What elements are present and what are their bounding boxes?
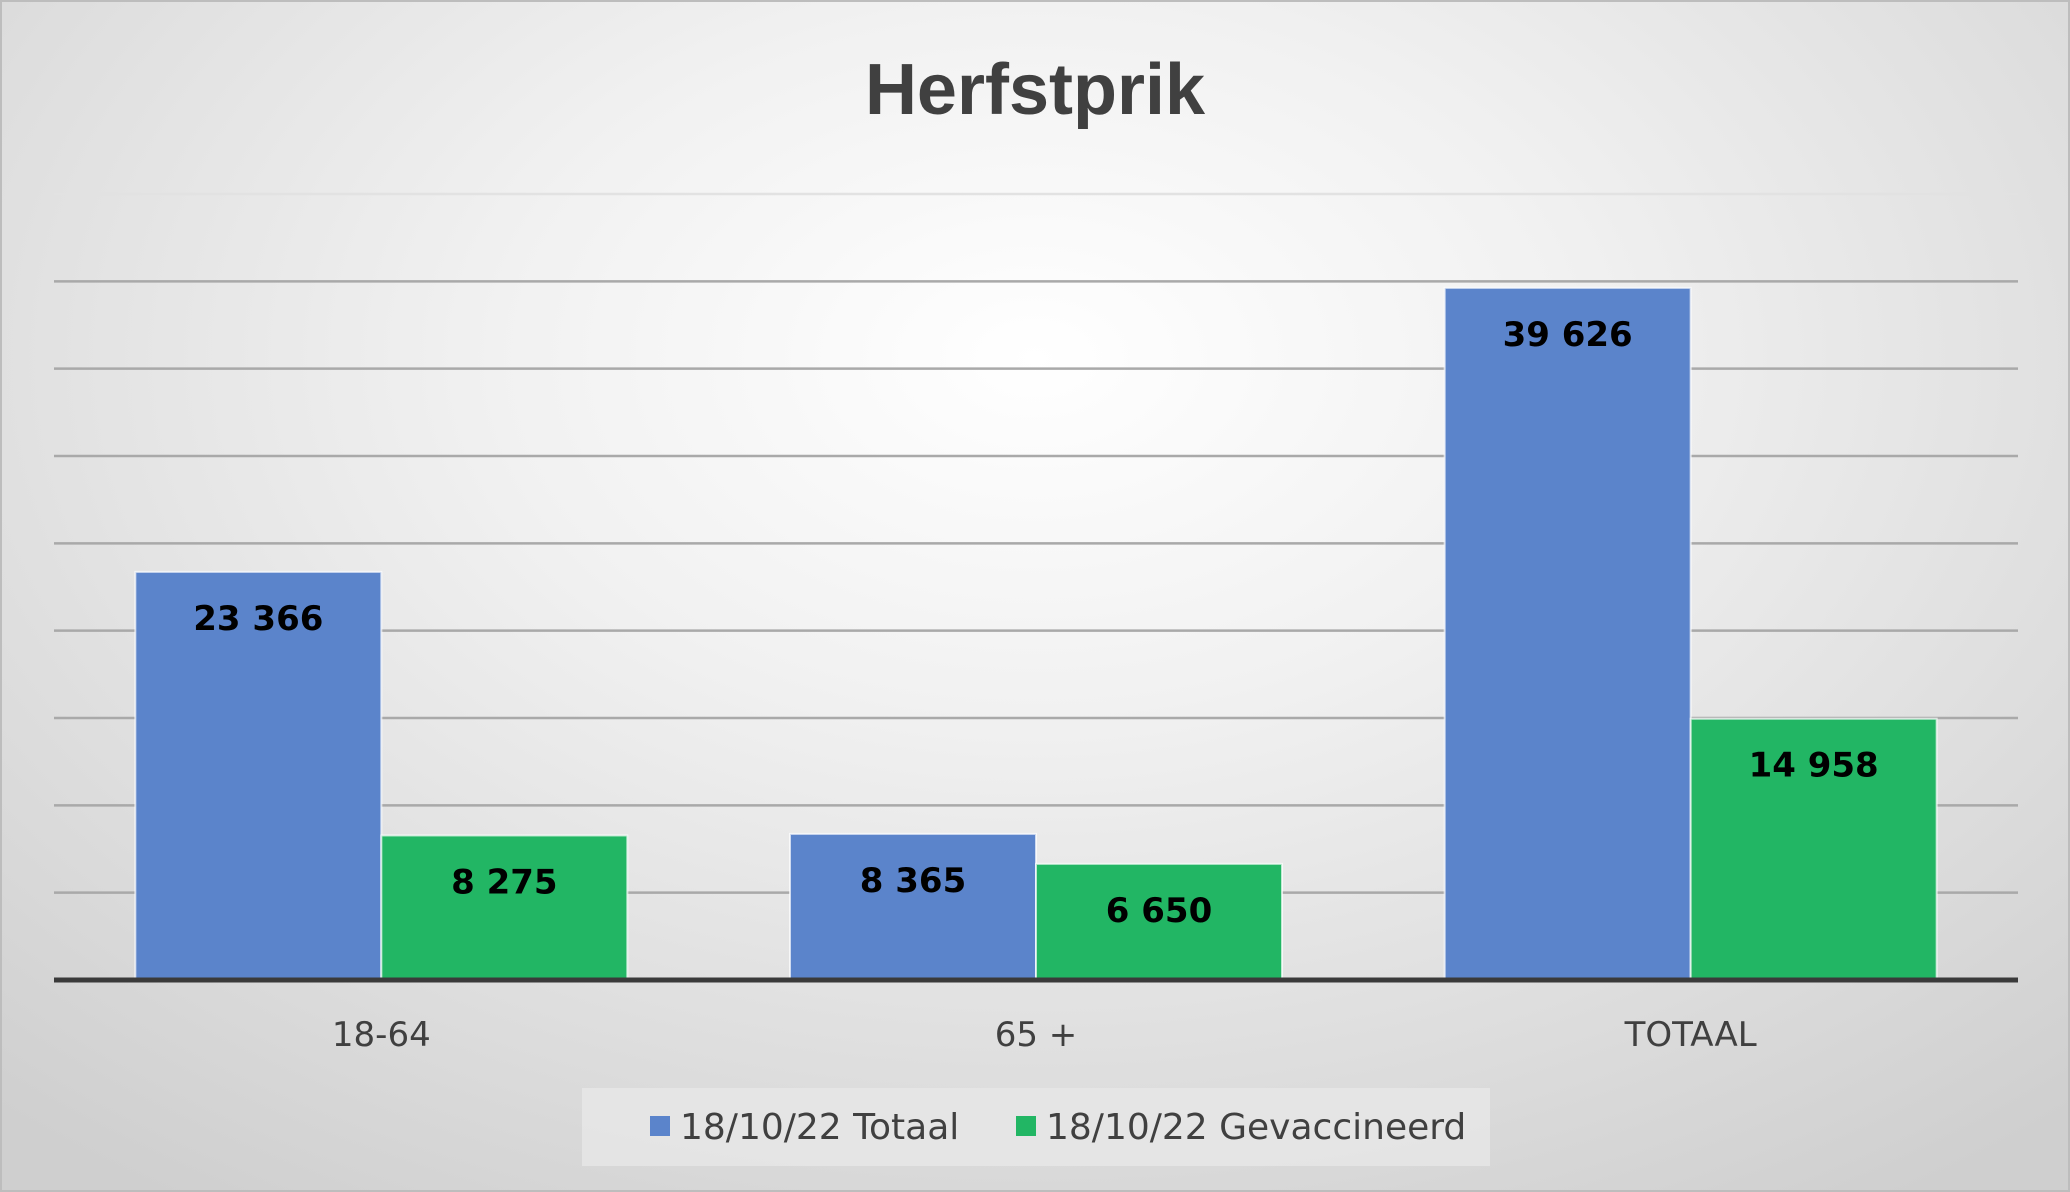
bar-gevaccineerd-0 xyxy=(380,834,629,981)
x-axis: 18-64 65 + TOTAAL xyxy=(54,977,2018,1055)
data-label: 14 958 xyxy=(1749,746,1879,786)
data-label: 8 365 xyxy=(860,861,966,901)
data-label: 39 626 xyxy=(1503,315,1633,355)
bar-totaal-2 xyxy=(1443,286,1692,982)
bar-totaal-0 xyxy=(134,570,383,981)
data-label: 8 275 xyxy=(451,862,557,902)
legend-swatch xyxy=(650,1116,670,1136)
bars xyxy=(134,286,1938,982)
data-label: 23 366 xyxy=(193,599,323,639)
data-labels: 23 366 8 365 39 626 8 275 6 650 14 958 xyxy=(193,315,1878,931)
legend-label: 18/10/22 Gevaccineerd xyxy=(1046,1107,1466,1148)
chart-title: Herfstprik xyxy=(865,50,1206,130)
legend-label: 18/10/22 Totaal xyxy=(680,1107,959,1148)
bar-totaal-1 xyxy=(789,832,1037,982)
data-label: 6 650 xyxy=(1106,891,1212,931)
category-label: TOTAAL xyxy=(1624,1015,1757,1055)
legend-swatch xyxy=(1016,1116,1036,1136)
category-label: 65 + xyxy=(995,1015,1078,1055)
legend: 18/10/22 Totaal 18/10/22 Gevaccineerd xyxy=(582,1088,1490,1166)
category-label: 18-64 xyxy=(332,1015,431,1055)
